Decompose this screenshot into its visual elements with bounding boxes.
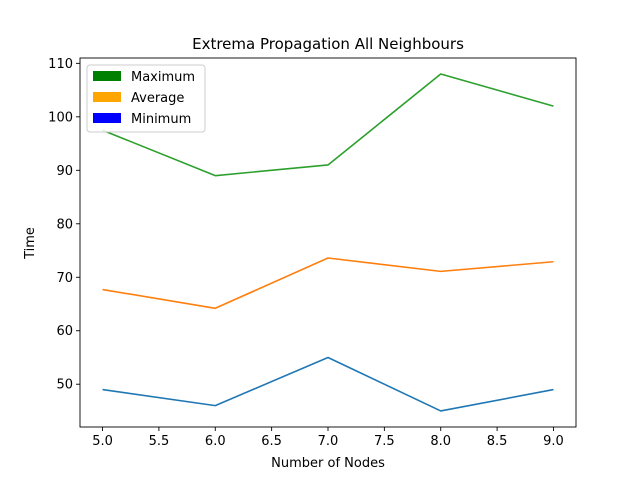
x-axis-label: Number of Nodes: [271, 456, 385, 471]
legend-label-minimum: Minimum: [131, 112, 191, 127]
x-tick-label: 8.5: [487, 434, 508, 449]
y-tick-label: 80: [56, 217, 73, 232]
legend: Maximum Average Minimum: [86, 64, 206, 133]
x-tick-label: 6.0: [205, 434, 226, 449]
y-tick-label: 100: [48, 110, 73, 125]
chart-title: Extrema Propagation All Neighbours: [192, 35, 464, 53]
y-tick-label: 90: [56, 164, 73, 179]
x-tick-label: 7.5: [374, 434, 395, 449]
y-tick-label: 70: [56, 271, 73, 286]
y-axis-label: Time: [23, 227, 38, 260]
legend-swatch-maximum: [93, 71, 121, 81]
series-line-average: [102, 257, 554, 310]
legend-label-average: Average: [131, 91, 184, 106]
legend-label-maximum: Maximum: [131, 70, 195, 85]
x-tick-label: 7.0: [318, 434, 339, 449]
legend-swatch-minimum: [93, 113, 121, 123]
y-tick-label: 110: [48, 57, 73, 72]
y-tick-label: 50: [56, 378, 73, 393]
series-line-maximum: [102, 73, 554, 177]
x-tick-label: 6.5: [261, 434, 282, 449]
axis-ticks: 5.0 5.5 6.0 6.5 7.0 7.5 8.0 8.5 9.0 50 60 70 80 90 100…: [48, 57, 564, 449]
x-tick-label: 8.0: [430, 434, 451, 449]
x-tick-label: 5.0: [92, 434, 113, 449]
legend-swatch-average: [93, 92, 121, 102]
x-tick-label: 5.5: [149, 434, 170, 449]
y-tick-label: 60: [56, 324, 73, 339]
x-tick-label: 9.0: [543, 434, 564, 449]
series-lines: [102, 73, 554, 412]
series-line-minimum: [102, 356, 554, 412]
